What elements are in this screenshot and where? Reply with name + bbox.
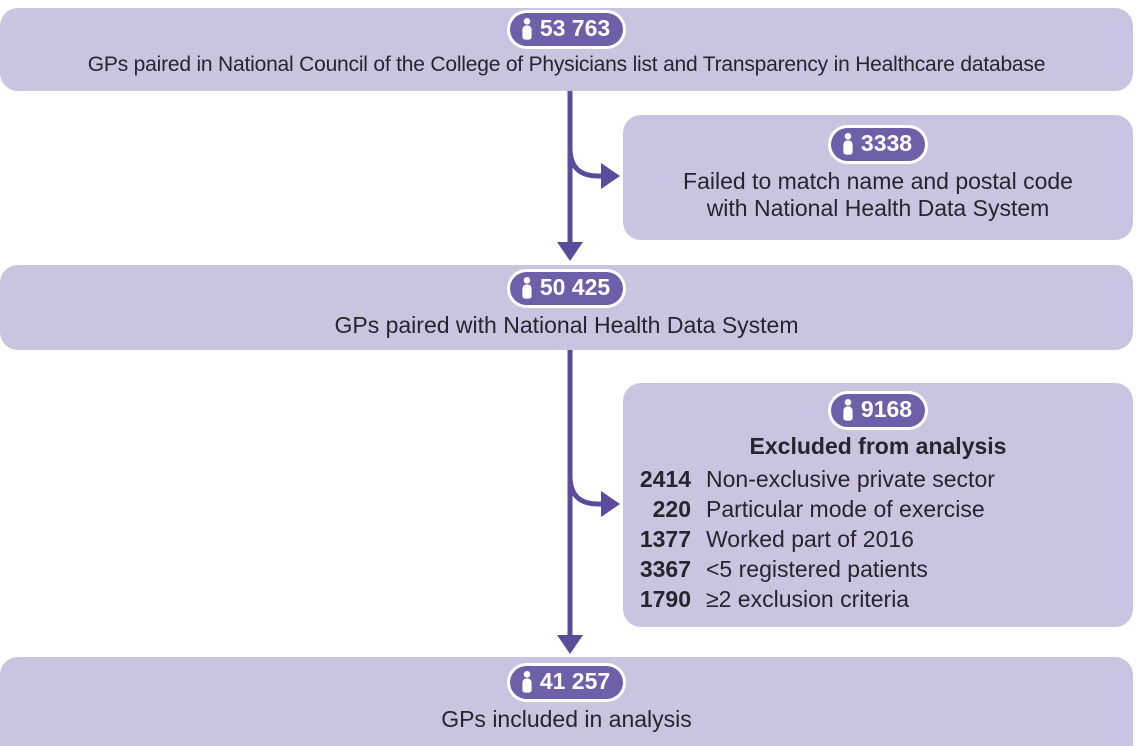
arrow-branch-failed-match — [567, 147, 601, 179]
arrow-branch-excluded — [567, 475, 601, 507]
node-label: Failed to match name and postal code wit… — [683, 168, 1073, 222]
excluded-item-label: Worked part of 2016 — [706, 526, 914, 552]
excluded-item-label: <5 registered patients — [706, 556, 928, 582]
excluded-item: 3367 <5 registered patients — [627, 554, 1133, 584]
node-label: GPs paired in National Council of the Co… — [87, 53, 1046, 76]
excluded-item-label: Particular mode of exercise — [706, 496, 985, 522]
count-value: 53 763 — [539, 15, 611, 41]
excluded-item-label: ≥2 exclusion criteria — [706, 586, 910, 612]
node-included: 41 257 GPs included in analysis — [0, 657, 1133, 746]
count-value: 3338 — [860, 130, 913, 156]
excluded-item: 220 Particular mode of exercise — [627, 494, 1133, 524]
count-value: 9168 — [860, 396, 913, 422]
arrowhead-down-1 — [557, 242, 583, 261]
excluded-heading: Excluded from analysis — [749, 433, 1007, 459]
node-paired: 50 425 GPs paired with National Health D… — [0, 265, 1133, 350]
node-label-line1: Failed to match name and postal code — [683, 168, 1073, 194]
count-badge-failed-match: 3338 — [830, 128, 926, 161]
excluded-item: 2414 Non-exclusive private sector — [627, 464, 1133, 494]
excluded-item-label: Non-exclusive private sector — [706, 466, 995, 492]
excluded-list: 2414 Non-exclusive private sector 220 Pa… — [623, 464, 1133, 614]
excluded-item: 1377 Worked part of 2016 — [627, 524, 1133, 554]
arrowhead-down-2 — [557, 635, 583, 654]
arrowhead-right-1 — [601, 163, 620, 189]
node-label: GPs included in analysis — [441, 706, 692, 732]
node-excluded: 9168 Excluded from analysis 2414 Non-exc… — [623, 383, 1133, 627]
count-value: 50 425 — [539, 274, 611, 300]
excluded-item-value: 3367 — [639, 556, 691, 582]
person-icon — [522, 276, 532, 299]
person-icon — [843, 398, 853, 421]
excluded-item-value: 1790 — [639, 586, 691, 612]
count-value: 41 257 — [539, 668, 611, 694]
excluded-item-value: 2414 — [639, 466, 691, 492]
arrowhead-right-2 — [601, 491, 620, 517]
person-icon — [843, 132, 853, 155]
count-badge-excluded: 9168 — [830, 394, 926, 427]
node-label-line2: with National Health Data System — [706, 195, 1050, 221]
person-icon — [522, 17, 532, 40]
person-icon — [522, 670, 532, 693]
node-label: GPs paired with National Health Data Sys… — [334, 312, 799, 338]
excluded-item-value: 220 — [652, 496, 691, 522]
node-failed-match: 3338 Failed to match name and postal cod… — [623, 115, 1133, 240]
count-badge-source: 53 763 — [509, 13, 624, 46]
count-badge-included: 41 257 — [509, 666, 624, 699]
excluded-item: 1790 ≥2 exclusion criteria — [627, 584, 1133, 614]
excluded-item-value: 1377 — [639, 526, 691, 552]
node-source: 53 763 GPs paired in National Council of… — [0, 8, 1133, 91]
count-badge-paired: 50 425 — [509, 272, 624, 305]
